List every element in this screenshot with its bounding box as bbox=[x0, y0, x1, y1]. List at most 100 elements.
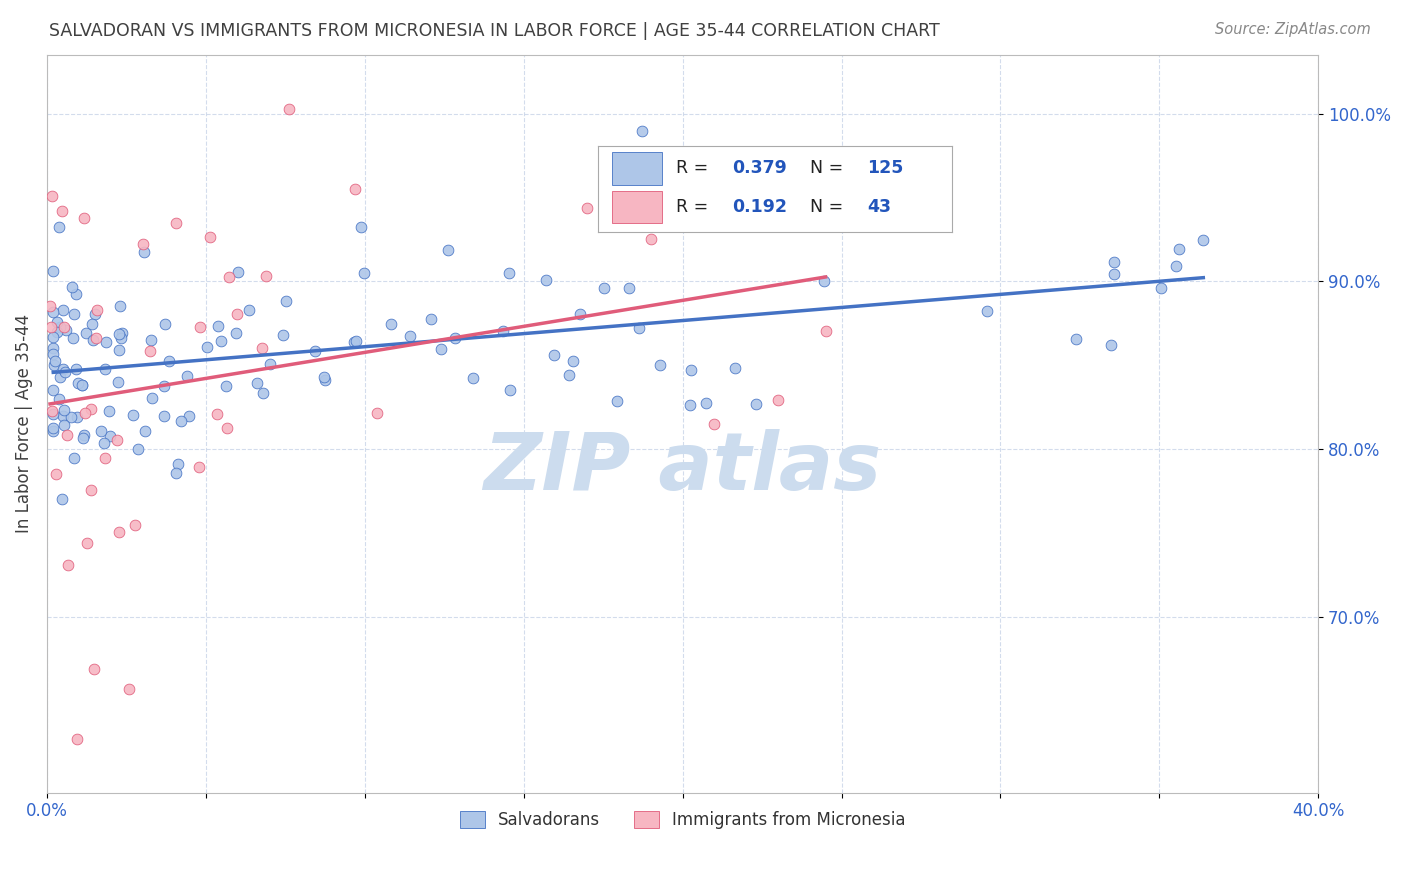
Point bbox=[218, 269, 240, 284]
Point bbox=[343, 182, 366, 196]
Text: N =: N = bbox=[810, 160, 849, 178]
Point bbox=[1099, 338, 1122, 352]
Point bbox=[226, 307, 249, 321]
Text: 0.379: 0.379 bbox=[733, 160, 787, 178]
Point bbox=[153, 379, 176, 393]
Point bbox=[745, 397, 768, 411]
Point bbox=[75, 326, 97, 340]
Point bbox=[53, 417, 76, 432]
Point bbox=[1104, 267, 1126, 281]
Point bbox=[132, 237, 155, 252]
Point bbox=[165, 466, 187, 480]
Point bbox=[58, 558, 80, 572]
Point bbox=[205, 407, 228, 421]
Point bbox=[543, 348, 565, 362]
Point bbox=[350, 220, 373, 235]
Point bbox=[766, 393, 789, 408]
Point bbox=[630, 123, 652, 137]
Point bbox=[134, 424, 156, 438]
Point bbox=[83, 662, 105, 676]
Point bbox=[1064, 333, 1087, 347]
Point bbox=[105, 434, 128, 448]
Point bbox=[274, 294, 297, 309]
Point bbox=[814, 324, 837, 338]
Point bbox=[44, 358, 66, 372]
Point bbox=[111, 326, 134, 340]
Point bbox=[304, 344, 326, 359]
Point bbox=[73, 428, 96, 442]
Point bbox=[492, 324, 515, 338]
Point bbox=[62, 331, 84, 345]
Text: ZIP atlas: ZIP atlas bbox=[484, 429, 882, 508]
Point bbox=[139, 343, 162, 358]
Point bbox=[48, 219, 70, 234]
Point bbox=[271, 327, 294, 342]
Legend: Salvadorans, Immigrants from Micronesia: Salvadorans, Immigrants from Micronesia bbox=[453, 805, 912, 836]
Point bbox=[437, 244, 460, 258]
Point bbox=[59, 410, 82, 425]
Point bbox=[380, 318, 402, 332]
Point bbox=[45, 467, 67, 481]
Point bbox=[52, 409, 75, 424]
Point bbox=[246, 376, 269, 390]
Text: N =: N = bbox=[810, 198, 849, 216]
Point bbox=[42, 421, 65, 435]
Point bbox=[42, 264, 65, 278]
Point bbox=[444, 330, 467, 344]
Point bbox=[640, 232, 662, 246]
Point bbox=[51, 492, 73, 507]
Point bbox=[44, 354, 66, 368]
Point bbox=[167, 458, 190, 472]
Point bbox=[259, 357, 281, 371]
Text: 0.192: 0.192 bbox=[733, 198, 787, 216]
Point bbox=[42, 383, 65, 397]
Point bbox=[108, 327, 131, 342]
Point bbox=[65, 410, 87, 425]
Point bbox=[207, 319, 229, 334]
Point bbox=[1102, 255, 1125, 269]
Point bbox=[72, 211, 94, 225]
Point bbox=[576, 201, 599, 215]
Point bbox=[188, 319, 211, 334]
Point bbox=[679, 398, 702, 412]
Point bbox=[41, 404, 63, 418]
Point bbox=[343, 335, 366, 350]
Point bbox=[134, 244, 156, 259]
Point bbox=[45, 325, 67, 339]
Point bbox=[252, 386, 274, 401]
Point bbox=[155, 317, 177, 331]
Y-axis label: In Labor Force | Age 35-44: In Labor Force | Age 35-44 bbox=[15, 314, 32, 533]
Point bbox=[238, 302, 260, 317]
Point bbox=[63, 451, 86, 466]
Point bbox=[200, 230, 222, 244]
Point bbox=[420, 312, 443, 326]
Point bbox=[94, 361, 117, 376]
Point bbox=[256, 268, 278, 283]
Point bbox=[314, 373, 336, 387]
Point bbox=[568, 307, 591, 321]
Point bbox=[108, 524, 131, 539]
Point bbox=[215, 379, 238, 393]
Point bbox=[49, 369, 72, 384]
Text: R =: R = bbox=[676, 160, 714, 178]
Point bbox=[1192, 233, 1215, 247]
Point bbox=[52, 303, 75, 318]
Point bbox=[499, 384, 522, 398]
Point bbox=[84, 307, 107, 321]
Point bbox=[679, 363, 702, 377]
Point bbox=[67, 376, 90, 391]
Point bbox=[55, 427, 77, 442]
Point bbox=[278, 102, 301, 116]
Point bbox=[80, 402, 103, 417]
Point bbox=[593, 281, 616, 295]
Point bbox=[225, 326, 247, 340]
Point bbox=[108, 343, 131, 358]
Point bbox=[534, 273, 557, 287]
Point bbox=[42, 347, 65, 361]
Point bbox=[139, 334, 162, 348]
Point bbox=[976, 303, 998, 318]
Point bbox=[165, 216, 187, 230]
Point bbox=[94, 450, 117, 465]
Point bbox=[209, 334, 232, 348]
Point bbox=[562, 354, 585, 368]
